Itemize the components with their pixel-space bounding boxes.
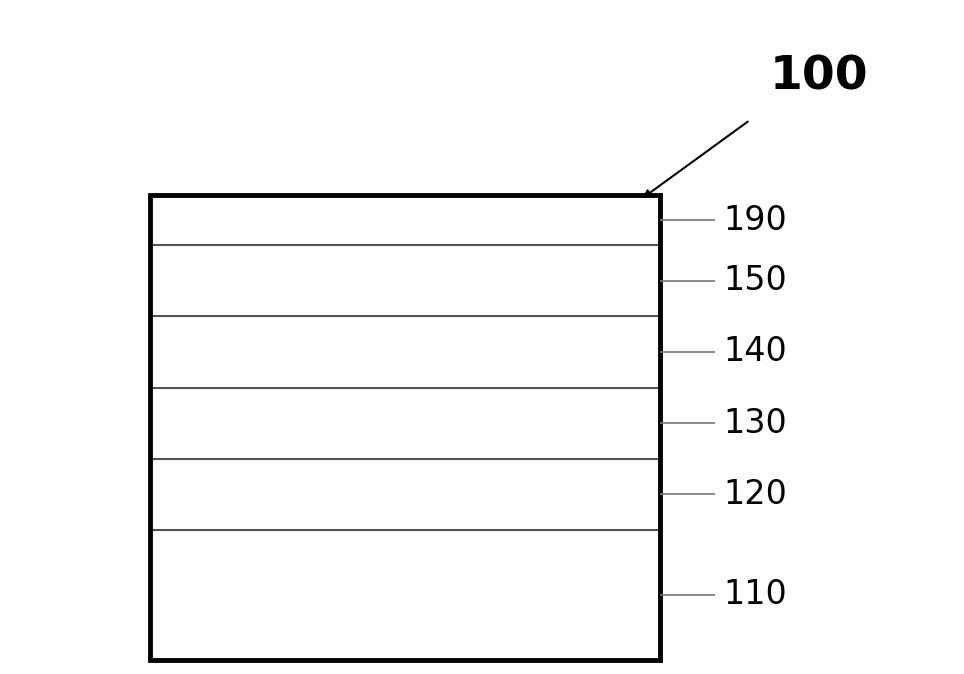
Bar [150,195,660,660]
Bar [150,458,660,530]
Text: 110: 110 [723,578,787,611]
Bar [150,195,660,245]
Text: 150: 150 [723,264,787,297]
Bar [150,530,660,660]
Bar [150,245,660,316]
Bar [150,316,660,388]
Text: 190: 190 [723,204,787,237]
Text: 120: 120 [723,478,787,511]
Bar [150,388,660,458]
Text: 100: 100 [770,55,869,100]
Text: 140: 140 [723,336,787,369]
Text: 130: 130 [723,406,787,439]
